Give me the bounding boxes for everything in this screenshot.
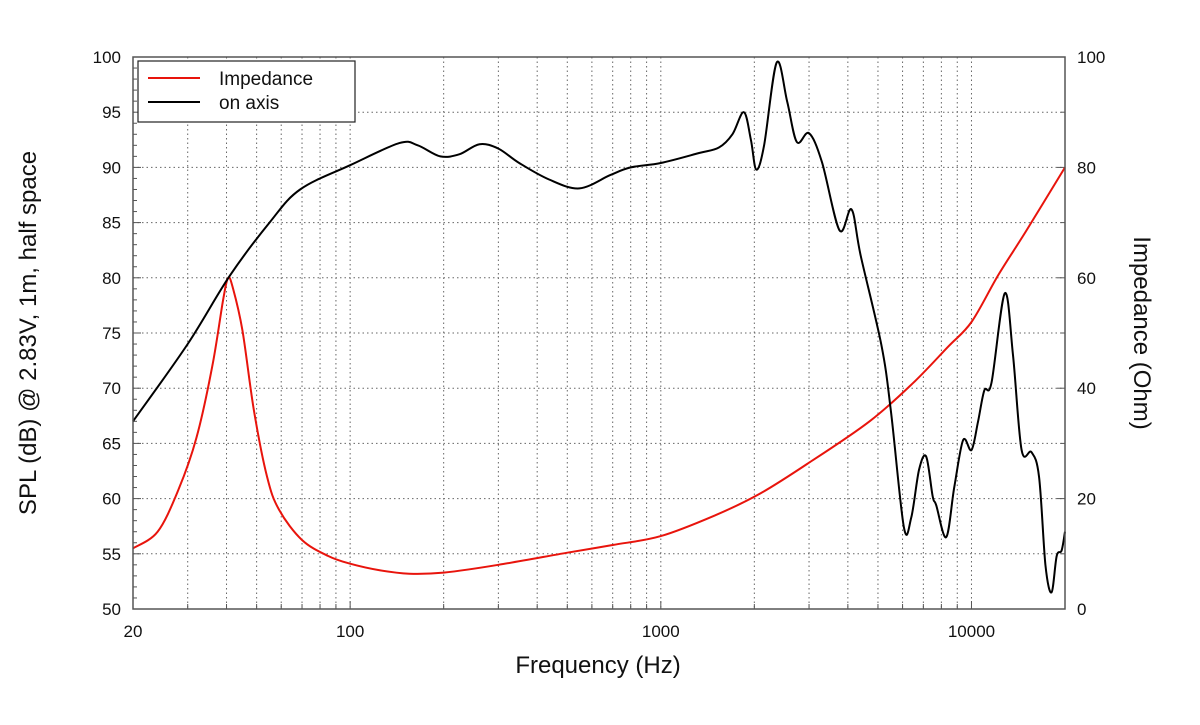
y2-tick-label: 60	[1077, 269, 1096, 288]
x-tick-label: 10000	[948, 622, 995, 641]
y2-axis-label: Impedance (Ohm)	[1128, 236, 1155, 429]
y-tick-label: 65	[102, 434, 121, 453]
y2-tick-label: 100	[1077, 48, 1105, 67]
legend-label-impedance: Impedance	[219, 69, 313, 90]
y-tick-label: 80	[102, 269, 121, 288]
legend-label-on-axis: on axis	[219, 93, 279, 114]
series-line-impedance	[132, 166, 1066, 575]
y-tick-label: 100	[93, 48, 121, 67]
x-axis-label: Frequency (Hz)	[515, 652, 680, 679]
y-tick-label: 50	[102, 600, 121, 619]
y2-tick-label: 0	[1077, 600, 1086, 619]
x-tick-label: 20	[124, 622, 143, 641]
curves	[132, 60, 1066, 594]
y2-tick-label: 80	[1077, 158, 1096, 177]
x-tick-label: 1000	[642, 622, 680, 641]
y-tick-label: 85	[102, 214, 121, 233]
y-tick-label: 55	[102, 545, 121, 564]
y-tick-label: 75	[102, 324, 121, 343]
y2-tick-label: 20	[1077, 490, 1096, 509]
y2-tick-label: 40	[1077, 379, 1096, 398]
y-tick-label: 90	[102, 158, 121, 177]
y-tick-label: 70	[102, 379, 121, 398]
plot-frame	[132, 56, 1066, 610]
legend-box	[137, 60, 356, 123]
y-tick-label: 95	[102, 103, 121, 122]
series-line-on-axis	[132, 60, 1066, 594]
y-axis-label: SPL (dB) @ 2.83V, 1m, half space	[15, 151, 42, 515]
legend: Impedance on axis	[137, 60, 356, 123]
grid	[133, 57, 1065, 609]
x-tick-label: 100	[336, 622, 364, 641]
y-tick-label: 60	[102, 490, 121, 509]
